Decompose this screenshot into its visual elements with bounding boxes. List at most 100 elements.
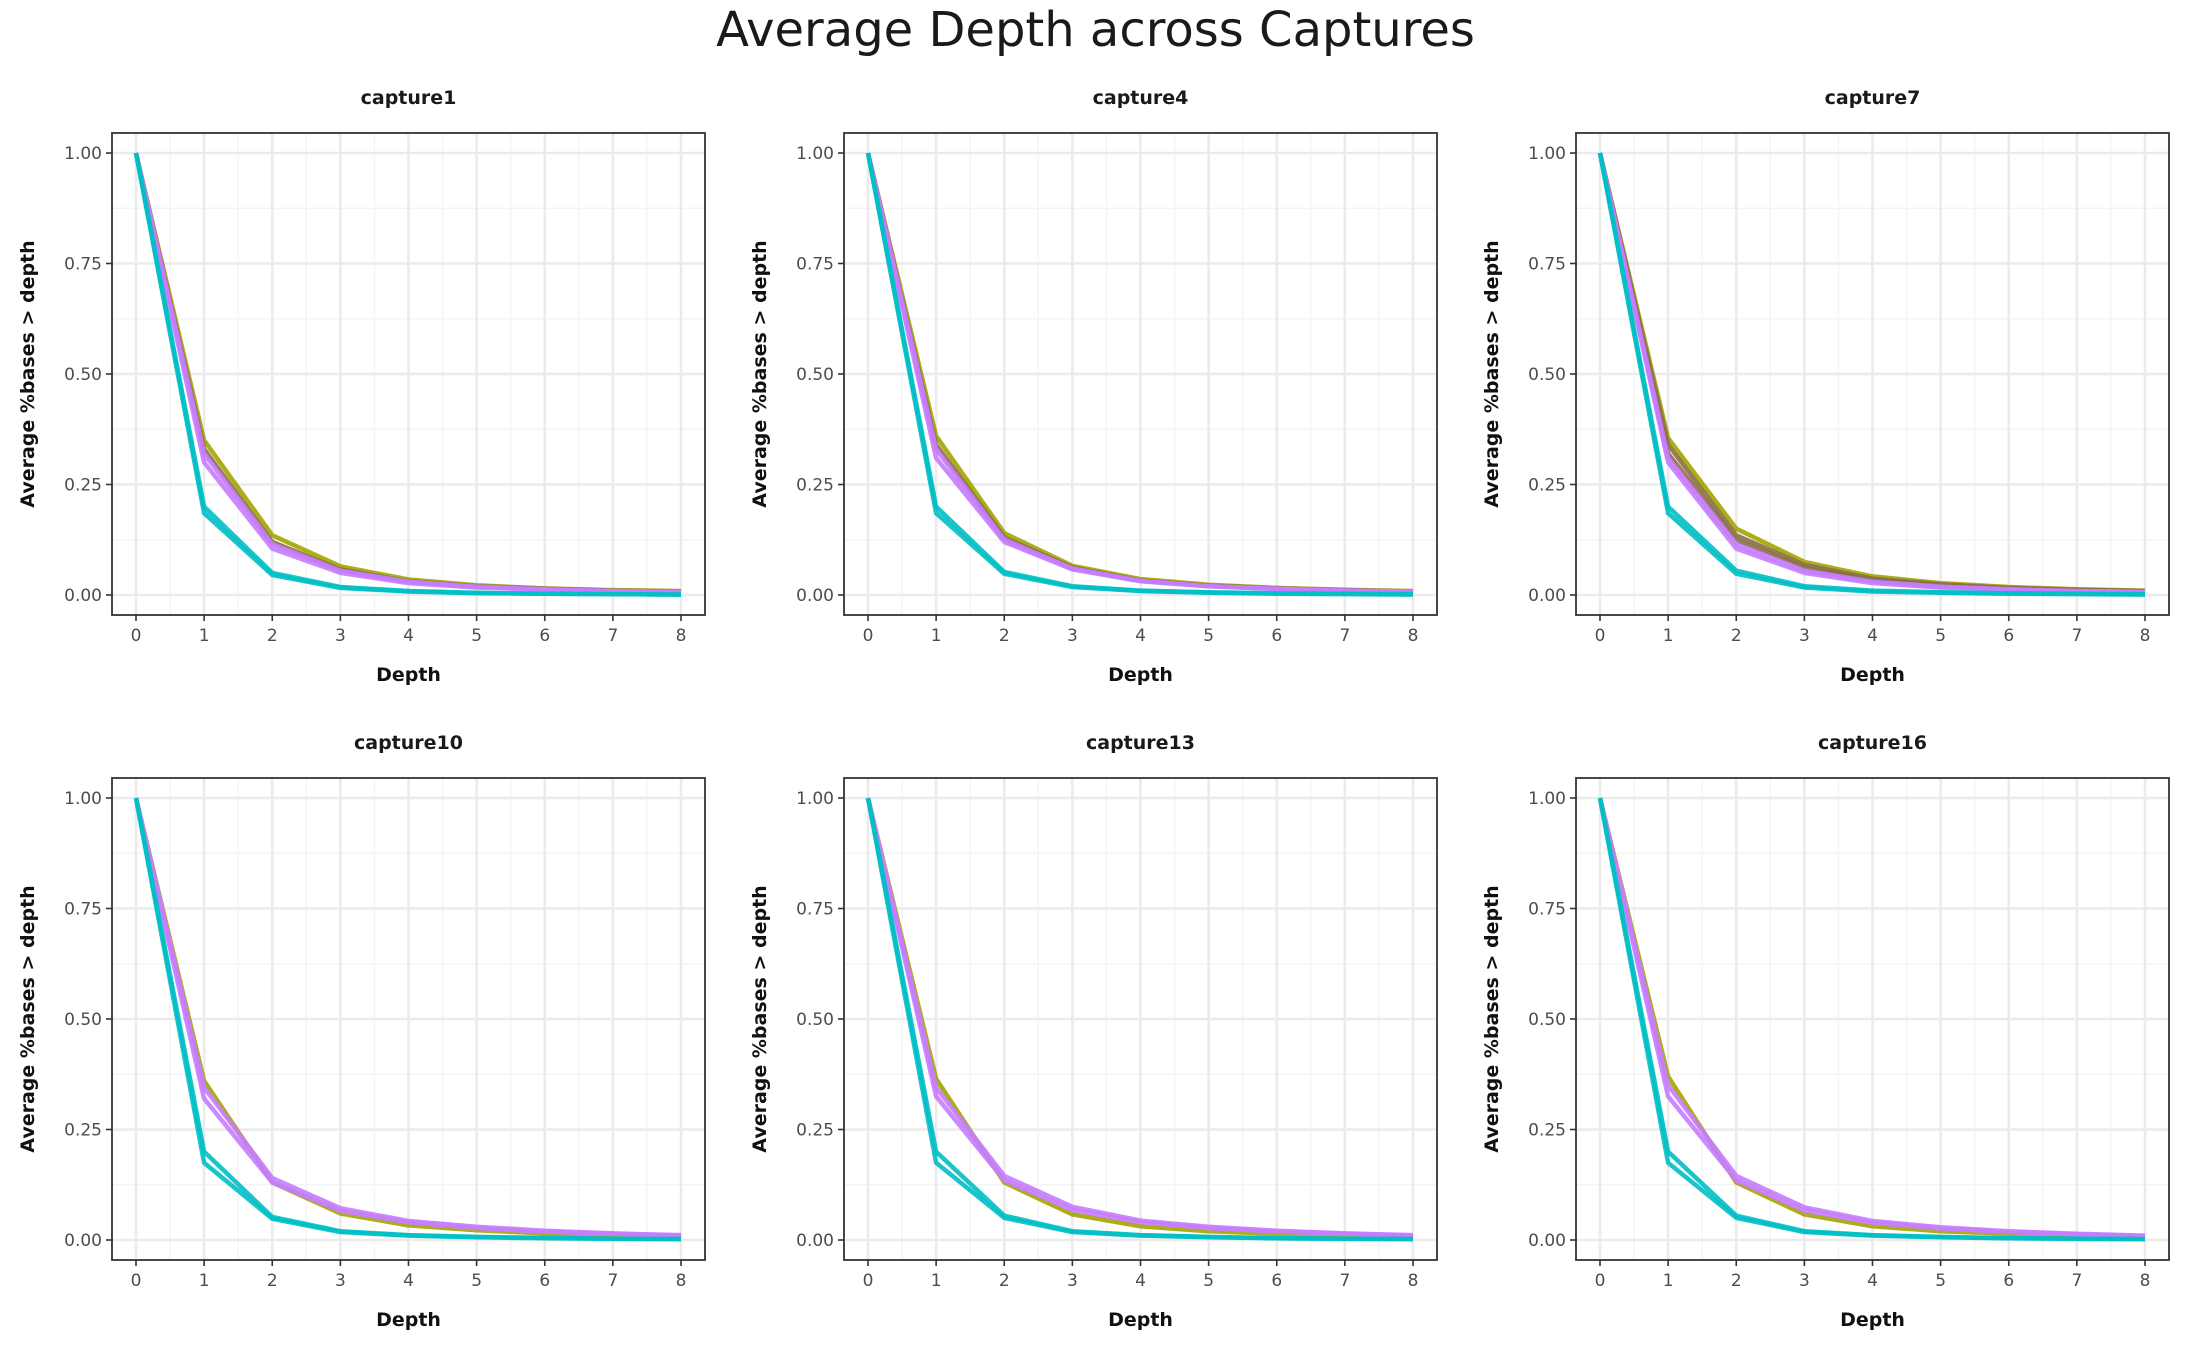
- x-tick-label: 4: [1135, 1271, 1146, 1291]
- x-axis-label: Depth: [376, 1309, 441, 1331]
- series-line-purple: [865, 152, 1414, 595]
- y-tick-label: 1.00: [64, 789, 102, 809]
- series-line-purple: [133, 152, 682, 595]
- y-tick-label: 0.75: [64, 900, 102, 920]
- y-axis-label: Average %bases > depth: [17, 240, 39, 507]
- y-tick-label: 1.00: [796, 144, 834, 164]
- y-axis-label: Average %bases > depth: [749, 240, 771, 507]
- panel-title: capture13: [1086, 732, 1195, 754]
- y-tick-label: 0.00: [64, 1231, 102, 1251]
- figure-title: Average Depth across Captures: [716, 2, 1475, 58]
- x-axis-label: Depth: [1108, 664, 1173, 686]
- x-tick-label: 4: [1867, 626, 1878, 646]
- panel-capture16: 0 1 2 3 4 5 6 7 8 0.00 0.25 0.50 0.75 1.00 capture16 De…: [1481, 732, 2170, 1331]
- y-tick-label: 0.50: [796, 365, 834, 385]
- y-tick-label: 0.00: [796, 586, 834, 606]
- x-axis-label: Depth: [376, 664, 441, 686]
- x-tick-label: 3: [335, 1271, 346, 1291]
- y-axis-label: Average %bases > depth: [749, 885, 771, 1152]
- x-tick-label: 8: [676, 1271, 687, 1291]
- x-tick-label: 5: [1935, 626, 1946, 646]
- x-tick-label: 6: [539, 1271, 550, 1291]
- panel-capture4: 0 1 2 3 4 5 6 7 8 0.00 0.25 0.50 0.75 1.00 capture4 Dep…: [749, 87, 1438, 686]
- series-line-cyan: [1597, 152, 2146, 597]
- y-tick-label: 0.00: [1528, 1231, 1566, 1251]
- y-axis-label: Average %bases > depth: [1481, 240, 1503, 507]
- y-tick-label: 0.50: [64, 1010, 102, 1030]
- y-tick-label: 0.25: [64, 1121, 102, 1141]
- x-tick-label: 0: [1595, 1271, 1606, 1291]
- y-tick-label: 0.50: [1528, 1010, 1566, 1030]
- y-tick-label: 0.00: [64, 586, 102, 606]
- panel-capture10: 0 1 2 3 4 5 6 7 8 0.00 0.25 0.50 0.75 1.00 capture10 De…: [17, 732, 706, 1331]
- x-tick-label: 3: [1799, 1271, 1810, 1291]
- x-tick-label: 4: [403, 1271, 414, 1291]
- x-axis-label: Depth: [1840, 664, 1905, 686]
- panel-title: capture4: [1093, 87, 1189, 109]
- y-tick-label: 0.75: [64, 255, 102, 275]
- series-line-purple: [133, 797, 682, 1238]
- x-tick-label: 7: [1339, 626, 1350, 646]
- x-tick-label: 8: [1408, 626, 1419, 646]
- x-tick-label: 2: [999, 626, 1010, 646]
- x-tick-label: 5: [471, 1271, 482, 1291]
- x-tick-label: 5: [1203, 1271, 1214, 1291]
- x-tick-label: 0: [863, 1271, 874, 1291]
- x-axis-label: Depth: [1108, 1309, 1173, 1331]
- x-tick-label: 2: [1731, 1271, 1742, 1291]
- y-tick-label: 0.00: [1528, 586, 1566, 606]
- x-tick-label: 7: [1339, 1271, 1350, 1291]
- y-tick-label: 1.00: [64, 144, 102, 164]
- series-line-cyan: [133, 152, 682, 597]
- panel-title: capture16: [1818, 732, 1927, 754]
- x-tick-label: 5: [471, 626, 482, 646]
- panel-capture13: 0 1 2 3 4 5 6 7 8 0.00 0.25 0.50 0.75 1.00 capture13 De…: [749, 732, 1438, 1331]
- x-tick-label: 7: [2071, 1271, 2082, 1291]
- x-tick-label: 1: [1663, 626, 1674, 646]
- x-tick-label: 6: [1271, 626, 1282, 646]
- x-tick-label: 1: [931, 1271, 942, 1291]
- series-line-cyan: [865, 152, 1414, 597]
- y-tick-label: 0.75: [1528, 255, 1566, 275]
- panel-title: capture7: [1825, 87, 1921, 109]
- y-tick-label: 0.25: [796, 1121, 834, 1141]
- x-tick-label: 5: [1203, 626, 1214, 646]
- y-tick-label: 0.25: [64, 476, 102, 496]
- panel-title: capture10: [354, 732, 463, 754]
- x-tick-label: 3: [1067, 1271, 1078, 1291]
- x-tick-label: 4: [403, 626, 414, 646]
- x-tick-label: 8: [676, 626, 687, 646]
- y-tick-label: 0.25: [1528, 1121, 1566, 1141]
- x-axis-label: Depth: [1840, 1309, 1905, 1331]
- y-tick-label: 1.00: [1528, 789, 1566, 809]
- series-line-purple: [1597, 152, 2146, 595]
- x-tick-label: 6: [539, 626, 550, 646]
- panel-capture7: 0 1 2 3 4 5 6 7 8 0.00 0.25 0.50 0.75 1.00 capture7 Dep…: [1481, 87, 2170, 686]
- x-tick-label: 6: [2003, 1271, 2014, 1291]
- y-tick-label: 1.00: [796, 789, 834, 809]
- x-tick-label: 5: [1935, 1271, 1946, 1291]
- x-tick-label: 4: [1135, 626, 1146, 646]
- y-tick-label: 0.50: [1528, 365, 1566, 385]
- x-tick-label: 4: [1867, 1271, 1878, 1291]
- x-tick-label: 0: [863, 626, 874, 646]
- series-line-cyan: [865, 797, 1414, 1242]
- y-tick-label: 0.25: [796, 476, 834, 496]
- x-tick-label: 1: [199, 626, 210, 646]
- x-tick-label: 3: [335, 626, 346, 646]
- series-line-cyan: [133, 797, 682, 1242]
- y-tick-label: 0.50: [796, 1010, 834, 1030]
- y-tick-label: 1.00: [1528, 144, 1566, 164]
- panel-capture1: 0 1 2 3 4 5 6 7 8 0.00 0.25 0.50 0.75 1.00 capture1 Dep…: [17, 87, 706, 686]
- x-tick-label: 1: [199, 1271, 210, 1291]
- x-tick-label: 7: [2071, 626, 2082, 646]
- x-tick-label: 8: [1408, 1271, 1419, 1291]
- y-tick-label: 0.00: [796, 1231, 834, 1251]
- x-tick-label: 1: [1663, 1271, 1674, 1291]
- x-tick-label: 3: [1067, 626, 1078, 646]
- x-tick-label: 2: [1731, 626, 1742, 646]
- x-tick-label: 3: [1799, 626, 1810, 646]
- series-line-cyan: [1597, 797, 2146, 1242]
- series-line-purple: [865, 797, 1414, 1238]
